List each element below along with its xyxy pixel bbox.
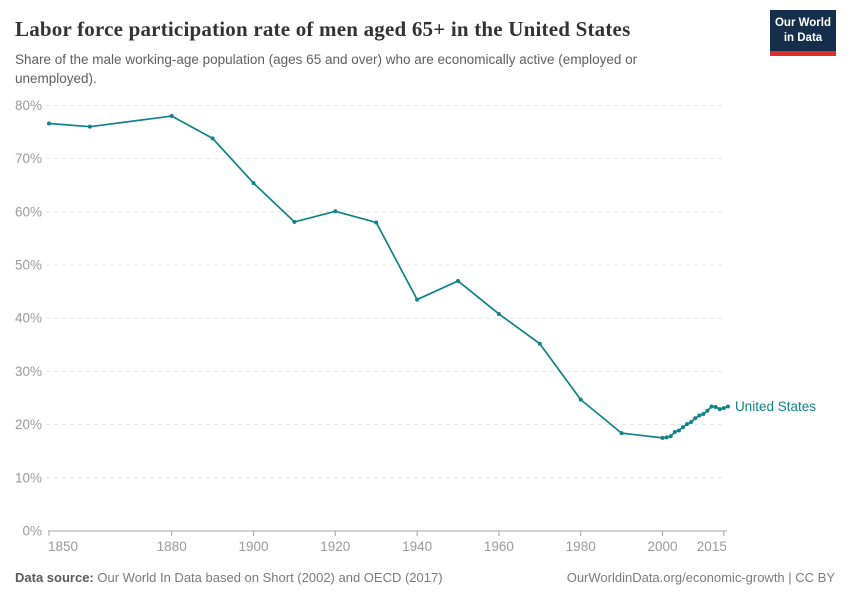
data-point[interactable] xyxy=(210,136,215,141)
data-point[interactable] xyxy=(713,405,718,410)
data-point[interactable] xyxy=(660,435,665,440)
data-point[interactable] xyxy=(578,397,583,402)
y-tick-label: 10% xyxy=(15,470,42,485)
data-point[interactable] xyxy=(680,425,685,430)
y-tick-label: 80% xyxy=(15,98,42,113)
data-source-text: Our World In Data based on Short (2002) … xyxy=(97,570,443,585)
x-tick-label: 1900 xyxy=(238,539,268,554)
series-label[interactable]: United States xyxy=(735,399,816,414)
x-tick-label: 1850 xyxy=(48,539,78,554)
owid-logo-line1: Our World xyxy=(774,17,831,29)
data-point[interactable] xyxy=(725,404,730,409)
y-tick-label: 70% xyxy=(15,151,42,166)
data-point[interactable] xyxy=(717,407,722,412)
x-tick-label: 1980 xyxy=(566,539,596,554)
data-source-label: Data source: xyxy=(15,570,94,585)
data-point[interactable] xyxy=(496,311,501,316)
data-point[interactable] xyxy=(701,411,706,416)
page-subtitle: Share of the male working-age population… xyxy=(15,52,638,87)
data-point[interactable] xyxy=(693,416,698,421)
x-tick-label: 1940 xyxy=(402,539,432,554)
owid-logo[interactable]: Our World in Data xyxy=(770,10,836,56)
y-tick-label: 50% xyxy=(15,258,42,273)
data-point[interactable] xyxy=(47,121,51,126)
data-point[interactable] xyxy=(689,419,694,424)
y-tick-label: 0% xyxy=(22,524,42,539)
x-tick-label: 1880 xyxy=(157,539,187,554)
data-point[interactable] xyxy=(619,431,624,436)
data-point[interactable] xyxy=(705,408,710,413)
data-point[interactable] xyxy=(415,297,420,302)
data-point[interactable] xyxy=(292,219,297,224)
data-point[interactable] xyxy=(697,413,702,418)
data-point[interactable] xyxy=(169,114,174,119)
data-point[interactable] xyxy=(709,404,714,409)
data-point[interactable] xyxy=(668,434,673,439)
y-tick-label: 20% xyxy=(15,417,42,432)
header: Labor force participation rate of men ag… xyxy=(0,0,850,88)
y-tick-label: 60% xyxy=(15,204,42,219)
data-point[interactable] xyxy=(87,124,92,129)
x-tick-label: 2015 xyxy=(697,539,727,554)
footer: Data source: Our World In Data based on … xyxy=(15,570,835,585)
data-point[interactable] xyxy=(374,220,379,225)
data-point[interactable] xyxy=(537,341,542,346)
footer-license-link[interactable]: OurWorldinData.org/economic-growth | CC … xyxy=(566,570,835,585)
data-point[interactable] xyxy=(721,406,726,411)
data-point[interactable] xyxy=(333,209,338,214)
x-tick-label: 1920 xyxy=(320,539,350,554)
data-source: Data source: Our World In Data based on … xyxy=(15,570,443,585)
x-tick-label: 2000 xyxy=(647,539,677,554)
y-tick-label: 40% xyxy=(15,311,42,326)
plot-svg: 0% 10% 20% 30% 40% 50% 60% 70% 80% 1850 1880 1900 19… xyxy=(15,98,816,554)
data-point[interactable] xyxy=(251,181,256,186)
x-tick-label: 1960 xyxy=(484,539,514,554)
data-point[interactable] xyxy=(685,422,690,427)
data-point[interactable] xyxy=(672,430,677,435)
y-tick-label: 30% xyxy=(15,364,42,379)
page-title: Labor force participation rate of men ag… xyxy=(15,17,631,41)
data-point[interactable] xyxy=(456,278,460,283)
data-point[interactable] xyxy=(676,428,681,433)
data-point[interactable] xyxy=(664,435,669,440)
owid-logo-line2: in Data xyxy=(783,31,823,44)
data-line[interactable] xyxy=(48,115,729,439)
